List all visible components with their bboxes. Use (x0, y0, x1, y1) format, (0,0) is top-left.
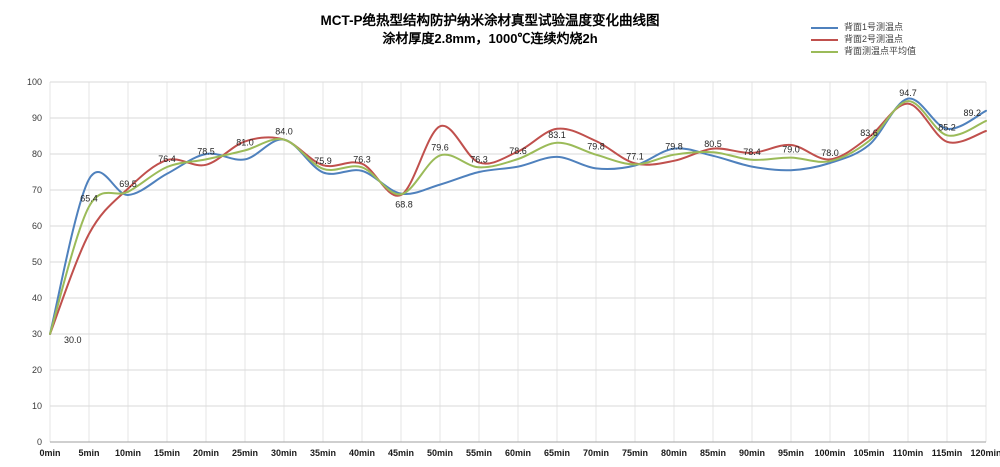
y-axis-tick-label: 20 (32, 365, 42, 375)
x-axis-tick-label: 30min (271, 448, 297, 458)
data-label: 79.6 (431, 142, 449, 152)
data-label: 77.1 (626, 151, 644, 161)
x-axis-tick-label: 65min (544, 448, 570, 458)
data-label: 76.4 (158, 154, 176, 164)
data-label: 68.8 (395, 199, 413, 209)
data-label: 85.2 (938, 122, 956, 132)
x-axis-tick-label: 10min (115, 448, 141, 458)
data-label: 30.0 (64, 335, 82, 345)
chart-title: MCT-P绝热型结构防护纳米涂材真型试验温度变化曲线图 (320, 13, 660, 28)
data-label: 78.6 (509, 146, 527, 156)
legend-item-1: 背面2号测温点 (810, 34, 916, 44)
x-axis-tick-label: 90min (739, 448, 765, 458)
data-label: 83.1 (548, 130, 566, 140)
data-label: 69.5 (119, 179, 137, 189)
data-label: 76.3 (353, 154, 371, 164)
x-axis-tick-label: 120min (970, 448, 1000, 458)
x-axis-tick-label: 110min (893, 448, 924, 458)
x-axis-tick-label: 15min (154, 448, 180, 458)
x-axis-tick-label: 35min (310, 448, 336, 458)
x-axis-tick-label: 100min (814, 448, 845, 458)
data-label: 79.8 (665, 142, 683, 152)
data-label: 89.2 (963, 108, 981, 118)
data-label: 75.9 (314, 156, 332, 166)
y-axis-tick-label: 90 (32, 113, 42, 123)
data-label: 65.4 (80, 194, 98, 204)
y-axis-tick-label: 30 (32, 329, 42, 339)
y-axis-tick-label: 10 (32, 401, 42, 411)
legend-label: 背面2号测温点 (843, 34, 903, 44)
x-axis-tick-label: 75min (622, 448, 648, 458)
y-axis-tick-label: 50 (32, 257, 42, 267)
data-label: 78.4 (743, 147, 761, 157)
chart-legend: 背面1号测温点 背面2号测温点背面测温点平均值 (810, 22, 916, 59)
x-axis-tick-label: 25min (232, 448, 258, 458)
x-axis-tick-label: 0min (39, 448, 60, 458)
x-axis-tick-label: 105min (853, 448, 884, 458)
data-label: 94.7 (899, 88, 917, 98)
legend-line-swatch (810, 38, 838, 41)
series-line-1 (49, 102, 987, 335)
legend-label: 背面测温点平均值 (843, 46, 916, 56)
legend-item-2: 背面测温点平均值 (810, 46, 916, 56)
x-axis-tick-label: 115min (932, 448, 963, 458)
data-label: 76.3 (470, 154, 488, 164)
data-label: 81.0 (236, 137, 254, 147)
x-axis-tick-label: 55min (466, 448, 492, 458)
series-line-0 (49, 97, 987, 335)
legend-item-0: 背面1号测温点 (810, 22, 916, 32)
chart-title-block: MCT-P绝热型结构防护纳米涂材真型试验温度变化曲线图 涂材厚度2.8mm，10… (0, 12, 980, 47)
chart-subtitle: 涂材厚度2.8mm，1000℃连续灼烧2h (382, 31, 598, 46)
y-axis-tick-label: 70 (32, 185, 42, 195)
x-axis-tick-label: 85min (700, 448, 726, 458)
y-axis-tick-label: 40 (32, 293, 42, 303)
x-axis-tick-label: 95min (778, 448, 804, 458)
x-axis-tick-label: 50min (427, 448, 453, 458)
data-label: 79.0 (782, 145, 800, 155)
x-axis-tick-label: 5min (78, 448, 99, 458)
y-axis-tick-label: 60 (32, 221, 42, 231)
y-axis-tick-label: 0 (37, 437, 42, 447)
x-axis-tick-label: 70min (583, 448, 609, 458)
y-axis-tick-label: 100 (27, 77, 42, 87)
legend-label: 背面1号测温点 (843, 22, 903, 32)
x-axis-tick-label: 45min (388, 448, 414, 458)
x-axis-tick-label: 40min (349, 448, 375, 458)
x-axis-tick-label: 20min (193, 448, 219, 458)
data-label: 79.8 (587, 142, 605, 152)
legend-line-swatch (810, 26, 838, 29)
x-axis-tick-label: 80min (661, 448, 687, 458)
x-axis-tick-label: 60min (505, 448, 531, 458)
y-axis-tick-label: 80 (32, 149, 42, 159)
legend-line-swatch (810, 50, 838, 53)
data-label: 84.0 (275, 127, 293, 137)
data-label: 83.6 (860, 128, 878, 138)
series-line-2 (49, 100, 987, 335)
data-label: 80.5 (704, 139, 722, 149)
data-label: 78.5 (197, 146, 215, 156)
data-label: 78.0 (821, 148, 839, 158)
